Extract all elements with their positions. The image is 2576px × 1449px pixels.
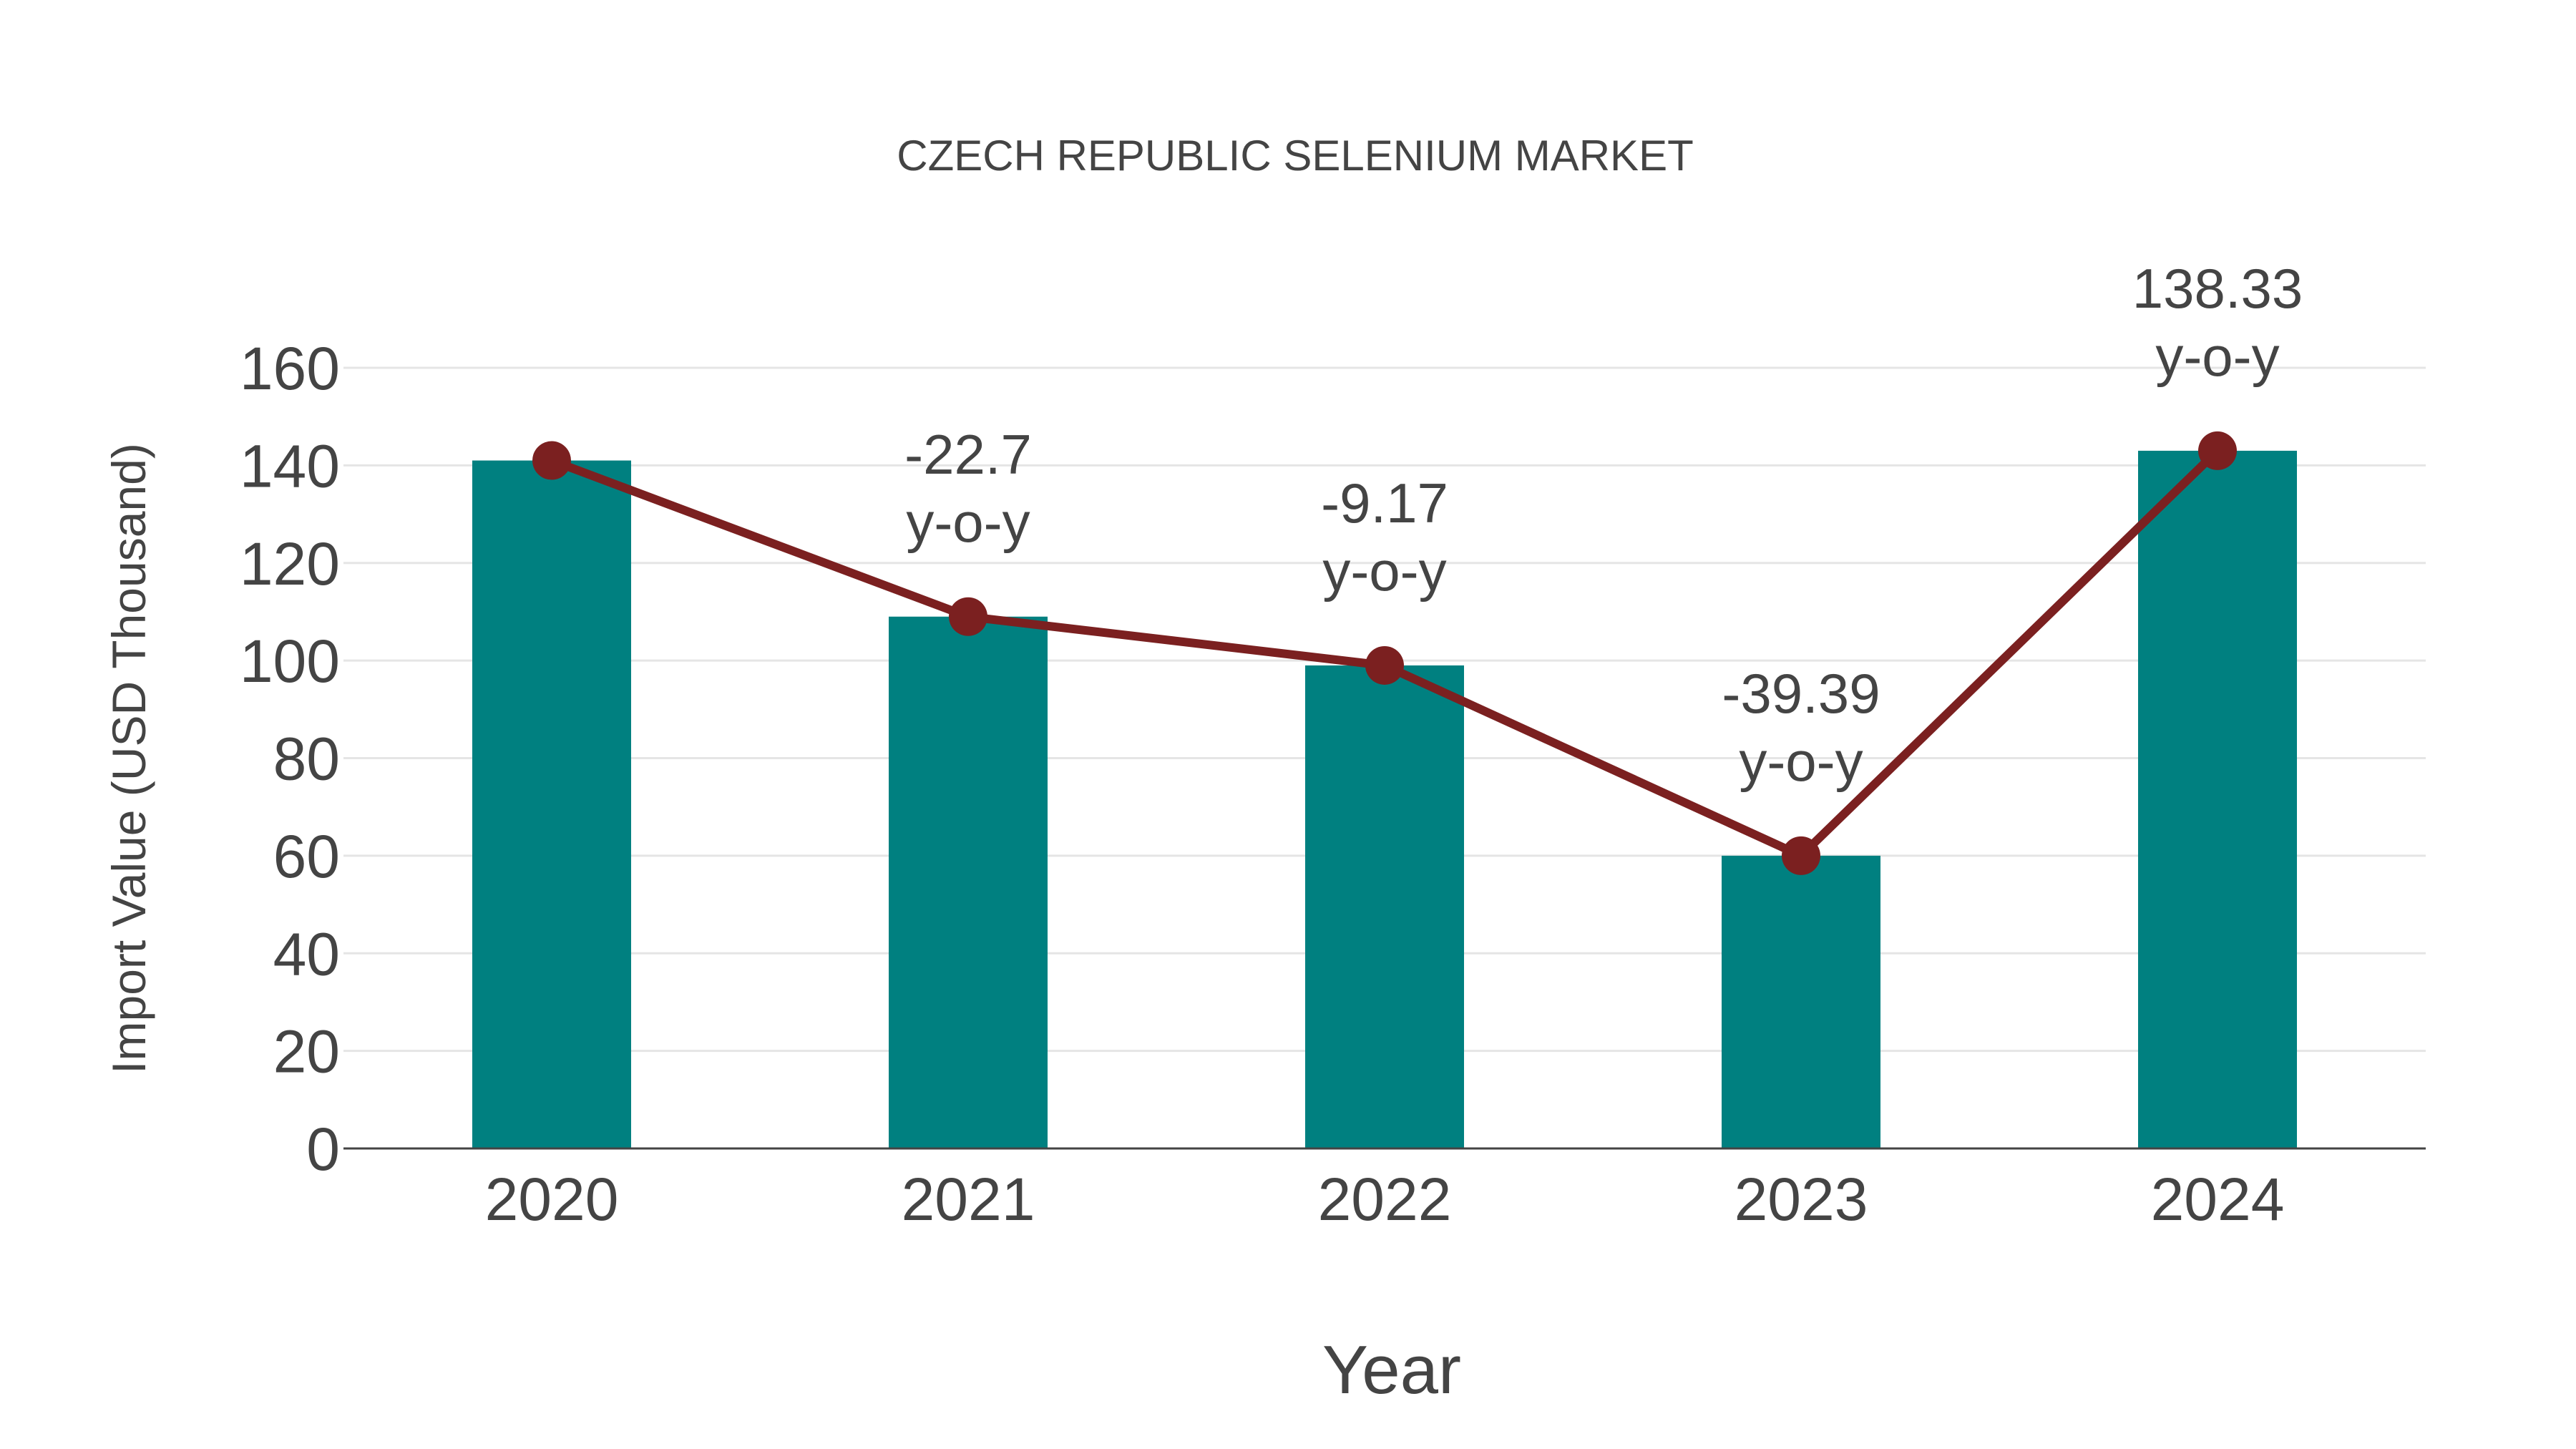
x-tick-label: 2020 [485,1166,619,1233]
yoy-label: y-o-y [906,491,1030,554]
bar-2020 [472,460,631,1148]
trend-line [532,431,2237,875]
yoy-value: -39.39 [1722,662,1880,725]
yoy-annotations: -22.7y-o-y -9.17y-o-y-39.39y-o-y138.33y-o… [904,257,2303,793]
x-tick-label: 2021 [902,1166,1035,1233]
x-tick-label: 2024 [2151,1166,2285,1233]
y-tick-label: 120 [240,530,340,597]
y-tick-label: 40 [273,920,340,987]
bars [472,450,2297,1148]
yoy-value: 138.33 [2132,257,2303,320]
bar-2024 [2138,450,2297,1148]
y-tick-label: 140 [240,432,340,499]
bar-2021 [889,616,1048,1148]
trend-marker-2021 [949,597,987,636]
yoy-label: y-o-y [2155,325,2279,388]
yoy-label: y-o-y [1322,540,1446,602]
y-tick-label: 160 [240,335,340,402]
y-tick-label: 60 [273,823,340,890]
x-tick-label: 2023 [1735,1166,1868,1233]
y-tick-label: 100 [240,628,340,695]
yoy-value: -9.17 [1321,472,1448,535]
bar-2023 [1722,855,1880,1148]
trend-marker-2020 [532,441,571,480]
chart-title: CZECH REPUBLIC SELENIUM MARKET [897,132,1694,180]
yoy-label: y-o-y [1739,730,1863,793]
trend-marker-2022 [1365,645,1404,685]
x-axis-ticks: 2020 2021 2022 2023 2024 [485,1166,2285,1233]
y-axis-title: Import Value (USD Thousand) [102,443,155,1074]
y-tick-label: 80 [273,726,340,793]
y-tick-label: 0 [306,1116,340,1183]
x-axis-title: Year [1322,1332,1461,1408]
bar-2022 [1305,665,1464,1148]
y-axis-ticks: 0 20 40 60 80 100 120 140 160 [240,335,340,1183]
trend-marker-2024 [2198,431,2237,470]
y-tick-label: 20 [273,1018,340,1085]
trend-marker-2023 [1782,836,1820,875]
yoy-value: -22.7 [904,423,1032,486]
x-tick-label: 2022 [1318,1166,1452,1233]
